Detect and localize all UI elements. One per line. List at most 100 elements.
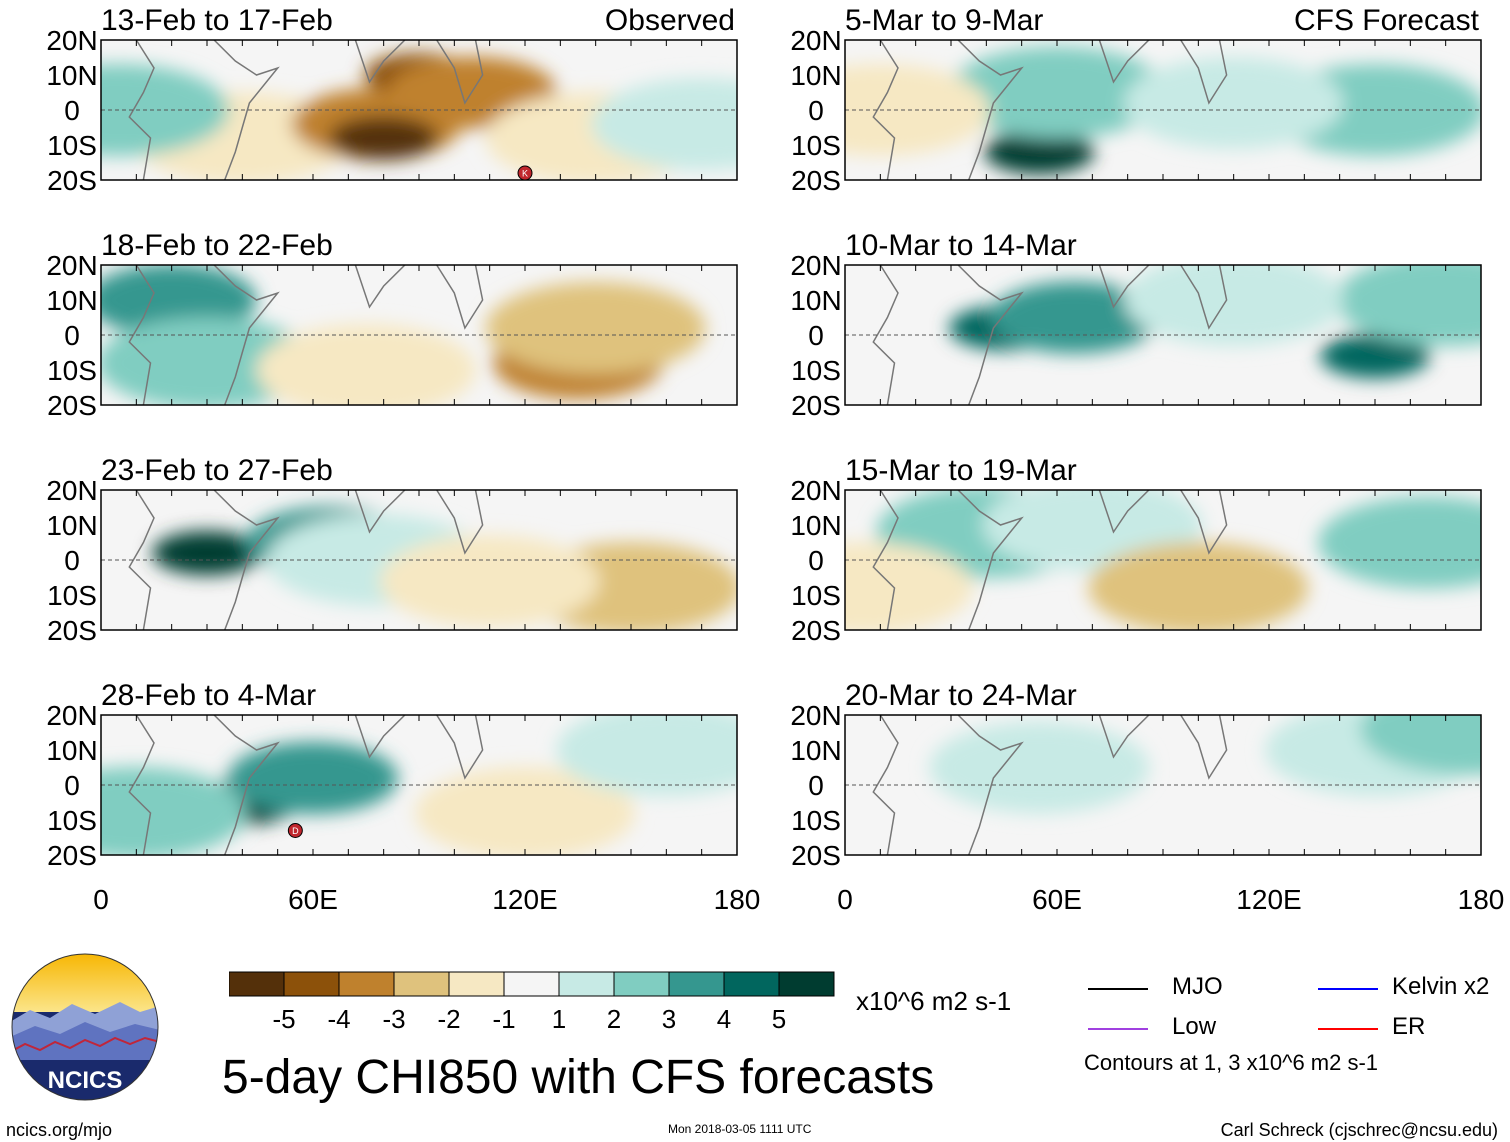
y-tick-label: 20N (790, 250, 841, 281)
y-tick-label: 20N (790, 25, 841, 56)
legend-line-kelvin (1318, 988, 1378, 990)
colorbar-swatch (338, 971, 395, 997)
coastline (1180, 490, 1228, 555)
y-tick-label: 10N (790, 735, 841, 766)
colorbar-swatch (558, 971, 615, 997)
y-tick-label: 10S (791, 580, 841, 611)
colorbar-tick: 1 (552, 1004, 566, 1034)
figure-footer-area: NCICS -5 -4 -3 -2 -1 1 2 3 4 5 x10^6 m2 s-1 5-day… (0, 940, 1510, 1142)
map-panel (100, 489, 738, 631)
anomaly-region (1335, 265, 1481, 346)
ncics-logo: NCICS (10, 952, 160, 1102)
coastline (957, 490, 1024, 630)
y-tick-label: 20S (47, 390, 97, 421)
coastline (1097, 265, 1150, 309)
coastline (436, 40, 484, 105)
y-tick-label: 20S (47, 165, 97, 196)
panel-period: 13-Feb to 17-Feb (101, 4, 333, 37)
y-tick-label: 0 (64, 545, 80, 576)
y-tick-label: 10S (47, 355, 97, 386)
coastline (1180, 40, 1228, 105)
y-tick-label: 20S (791, 615, 841, 646)
anomaly-region (1088, 542, 1309, 630)
legend-line-er (1318, 1028, 1378, 1030)
y-tick-label: 0 (64, 770, 80, 801)
footer-website: ncics.org/mjo (6, 1120, 113, 1140)
y-tick-label: 10N (46, 510, 97, 541)
coastline (128, 490, 155, 630)
anomaly-region (591, 78, 737, 170)
chart-figure: K D Observed 13-Feb to 17-Feb 20N 10N 0 10S 20S… (46, 4, 1505, 915)
anomaly-region (101, 767, 247, 855)
colorbar-swatch (448, 971, 505, 997)
map-panel (844, 39, 1482, 181)
map-panel: K (100, 39, 738, 181)
anomaly-region (1123, 57, 1344, 149)
storm-marker (287, 823, 303, 838)
coastline (957, 715, 1024, 855)
figure-title: 5-day CHI850 with CFS forecasts (222, 1051, 935, 1104)
x-tick-label: 0 (93, 884, 109, 915)
y-tick-label: 10N (790, 60, 841, 91)
x-tick-label: 60E (288, 884, 338, 915)
column-header: CFS Forecast (1294, 4, 1480, 37)
colorbar-swatch (613, 971, 670, 997)
colorbar-swatch (778, 971, 835, 997)
map-panel (844, 489, 1482, 631)
colorbar-tick: -3 (382, 1004, 405, 1034)
coastline (957, 265, 1024, 405)
colorbar-tick: 3 (662, 1004, 676, 1034)
y-tick-label: 20S (791, 390, 841, 421)
coastline (213, 40, 280, 180)
footer-author: Carl Schreck (cjschrec@ncsu.edu) (1220, 1120, 1498, 1140)
x-tick-label: 60E (1032, 884, 1082, 915)
colorbar-tick: 4 (717, 1004, 731, 1034)
colorbar-swatch (723, 971, 780, 997)
coastline (128, 265, 155, 405)
colorbar-tick: -4 (327, 1004, 350, 1034)
contour-note: Contours at 1, 3 x10^6 m2 s-1 (1084, 1050, 1379, 1075)
anomaly-region (152, 531, 262, 575)
column-header: Observed (605, 4, 735, 37)
anomaly-region (947, 46, 1167, 139)
storm-marker-label: K (522, 169, 528, 179)
panel-period: 28-Feb to 4-Mar (101, 679, 316, 712)
anomaly-region (415, 767, 635, 855)
anomaly-region (1320, 334, 1430, 378)
legend-label-low: Low (1172, 1013, 1217, 1040)
y-tick-label: 10S (47, 580, 97, 611)
anomaly-region (328, 116, 439, 160)
y-tick-label: 20S (791, 165, 841, 196)
y-tick-label: 10N (790, 510, 841, 541)
y-tick-label: 20N (790, 475, 841, 506)
coastline (213, 715, 280, 855)
map-panel: D (100, 714, 738, 856)
colorbar-tick: -1 (492, 1004, 515, 1034)
y-tick-label: 20S (47, 615, 97, 646)
x-tick-label: 180 (714, 884, 761, 915)
y-tick-label: 0 (808, 320, 824, 351)
panel-period: 5-Mar to 9-Mar (845, 4, 1043, 37)
colorbar-swatch (668, 971, 725, 997)
panel-period: 15-Mar to 19-Mar (845, 454, 1077, 487)
legend-label-mjo: MJO (1172, 973, 1223, 1000)
y-tick-label: 20N (790, 700, 841, 731)
y-tick-label: 10S (47, 130, 97, 161)
y-tick-label: 20N (46, 475, 97, 506)
coastline (213, 490, 280, 630)
x-tick-label: 180 (1458, 884, 1505, 915)
coastline (353, 40, 406, 84)
anomaly-region (1360, 715, 1481, 775)
coastline (353, 715, 406, 759)
anomaly-region (379, 535, 600, 627)
anomaly-region (1123, 265, 1344, 346)
legend: MJO Kelvin x2 Low ER (1088, 970, 1508, 1090)
anomaly-region (989, 281, 1160, 354)
coastline (353, 490, 406, 534)
y-tick-label: 20N (46, 250, 97, 281)
logo-text: NCICS (48, 1067, 123, 1094)
panel-period: 23-Feb to 27-Feb (101, 454, 333, 487)
y-tick-label: 20S (791, 840, 841, 871)
x-tick-label: 120E (492, 884, 557, 915)
colorbar-tick: -5 (272, 1004, 295, 1034)
